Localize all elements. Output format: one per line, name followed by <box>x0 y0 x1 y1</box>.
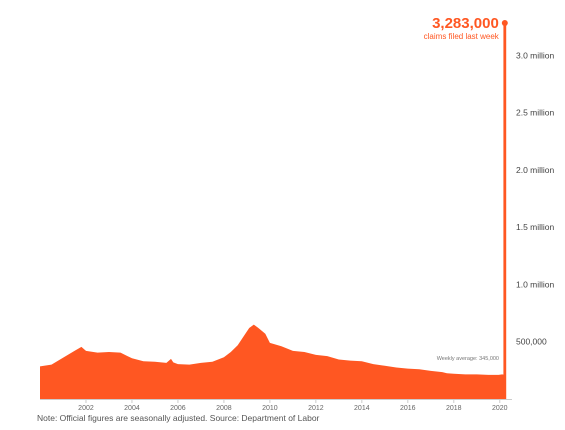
y-tick-label: 500,000 <box>516 337 547 347</box>
x-axis <box>40 399 512 403</box>
x-tick-label: 2016 <box>400 405 416 412</box>
latest-week-point <box>501 20 508 26</box>
latest-week-bar <box>503 23 507 399</box>
callout-value: 3,283,000 <box>432 15 499 32</box>
y-tick-label: 2.0 million <box>516 165 555 175</box>
x-tick-label: 2008 <box>216 405 232 412</box>
y-axis-labels: 500,000 1.0 million 1.5 million 2.0 million… <box>516 50 555 346</box>
x-axis-labels: 2002 2004 2006 2008 2010 2012 2014 2016 2018 2020 <box>78 405 507 412</box>
x-tick-label: 2018 <box>446 405 462 412</box>
area-layer <box>40 324 505 399</box>
x-tick-label: 2020 <box>492 405 508 412</box>
y-tick-label: 1.0 million <box>516 279 555 289</box>
x-tick-label: 2002 <box>78 405 94 412</box>
weekly-claims-area <box>40 324 505 399</box>
x-tick-label: 2012 <box>308 405 324 412</box>
y-tick-label: 3.0 million <box>516 50 555 60</box>
x-tick-label: 2006 <box>170 405 186 412</box>
y-tick-label: 1.5 million <box>516 222 555 232</box>
x-tick-label: 2010 <box>262 405 278 412</box>
callout-subtitle: claims filed last week <box>424 32 500 41</box>
x-tick-label: 2004 <box>124 405 140 412</box>
spike-layer <box>501 20 508 399</box>
x-tick-label: 2014 <box>354 405 370 412</box>
y-tick-label: 2.5 million <box>516 108 555 118</box>
weekly-average-label: Weekly average: 345,000 <box>437 356 499 362</box>
footnote: Note: Official figures are seasonally ad… <box>37 413 320 423</box>
